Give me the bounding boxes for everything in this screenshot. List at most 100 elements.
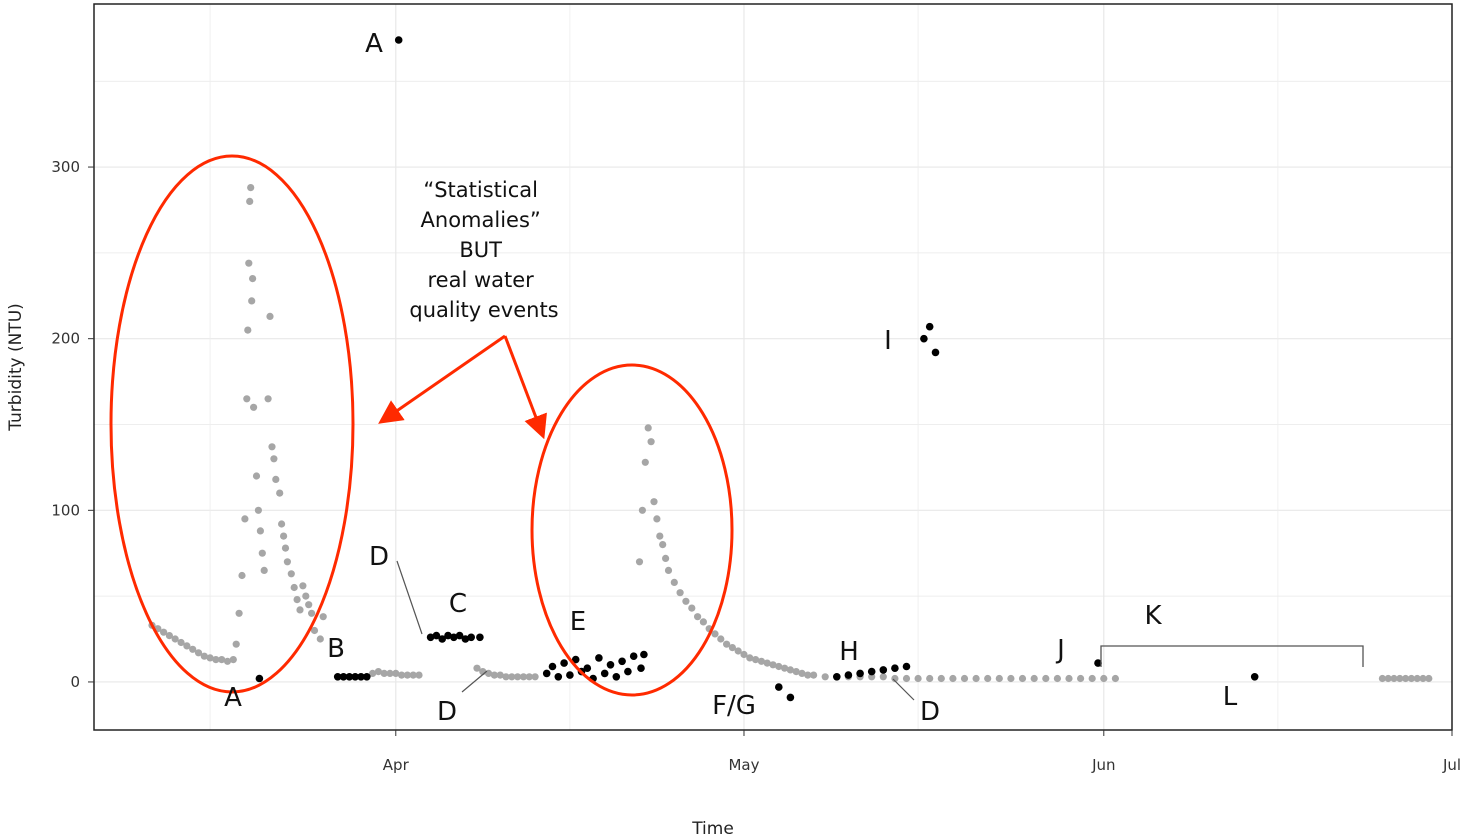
data-point-normal — [283, 558, 291, 566]
data-point-normal — [514, 673, 522, 681]
data-point-normal — [248, 297, 256, 305]
data-point-anomaly — [925, 322, 934, 331]
data-point-normal — [972, 674, 980, 683]
data-point-anomaly — [891, 664, 899, 672]
data-point-normal — [247, 184, 255, 192]
data-point-normal — [415, 671, 423, 679]
arrow-to-march-event — [378, 334, 506, 424]
data-point-anomaly — [444, 631, 452, 640]
data-point-anomaly — [920, 334, 928, 343]
data-point-normal — [676, 589, 684, 597]
data-point-normal — [746, 654, 754, 662]
data-point-normal — [403, 671, 411, 679]
x-tick-label: May — [728, 756, 759, 774]
data-point-normal — [276, 489, 284, 497]
x-tick-label: Apr — [383, 756, 410, 774]
data-point-normal — [218, 656, 226, 664]
data-point-anomaly — [542, 669, 551, 678]
data-point-normal — [659, 541, 667, 549]
label-d-bottom: D — [437, 697, 457, 727]
data-point-normal — [644, 424, 652, 432]
data-point-anomaly — [432, 631, 441, 640]
data-point-anomaly — [548, 662, 557, 671]
x-axis-ticks: Apr May Jun Jul — [383, 730, 1461, 774]
data-point-normal — [752, 656, 760, 664]
data-point-normal — [244, 326, 252, 334]
label-e: E — [570, 607, 586, 637]
data-point-anomaly — [902, 662, 911, 671]
data-point-normal — [245, 259, 253, 267]
data-point-normal — [1402, 674, 1410, 683]
data-point-anomaly — [345, 673, 354, 681]
data-point-normal — [305, 601, 313, 609]
data-point-normal — [519, 673, 528, 681]
data-point-normal — [1007, 674, 1015, 683]
data-point-normal — [868, 673, 876, 681]
data-point-normal — [1042, 674, 1050, 683]
grid-lines — [94, 4, 1453, 730]
data-point-normal — [302, 592, 310, 600]
data-point-normal — [1378, 674, 1386, 683]
label-a-bottom: A — [224, 683, 242, 713]
data-point-anomaly — [363, 673, 371, 681]
data-point-normal — [531, 673, 539, 681]
data-point-normal — [374, 668, 382, 676]
data-point-anomaly — [856, 669, 864, 678]
data-point-normal — [734, 647, 742, 655]
data-point-normal — [380, 669, 388, 678]
data-point-anomaly — [255, 674, 264, 683]
data-point-normal — [386, 669, 394, 678]
data-point-normal — [235, 609, 243, 617]
data-point-anomaly — [640, 650, 648, 659]
data-point-anomaly — [786, 693, 795, 702]
data-point-normal — [260, 566, 268, 575]
data-point-normal — [502, 673, 510, 681]
data-point-normal — [781, 664, 789, 672]
label-h: H — [839, 637, 859, 667]
label-c: C — [449, 589, 467, 619]
data-point-normal — [728, 644, 737, 652]
data-point-normal — [183, 642, 191, 650]
x-tick-label: Jun — [1091, 756, 1115, 774]
data-point-normal — [290, 583, 298, 592]
data-point-normal — [258, 549, 266, 557]
data-point-normal — [694, 613, 702, 621]
data-point-normal — [254, 506, 262, 514]
data-point-anomaly — [606, 661, 615, 669]
data-point-normal — [299, 582, 307, 590]
data-point-anomaly — [339, 673, 348, 681]
data-point-normal — [308, 609, 316, 617]
data-point-normal — [984, 674, 992, 683]
data-point-anomaly — [351, 673, 360, 681]
data-point-normal — [296, 606, 304, 614]
data-point-normal — [316, 635, 324, 643]
data-point-normal — [1065, 674, 1073, 683]
data-point-anomaly — [438, 635, 447, 643]
data-point-normal — [264, 395, 272, 403]
data-point-normal — [1077, 674, 1085, 683]
data-point-normal — [647, 438, 655, 446]
label-k: K — [1144, 601, 1162, 631]
data-point-normal — [278, 520, 286, 528]
data-point-anomaly — [571, 655, 580, 664]
x-axis-title: Time — [691, 819, 734, 839]
note-line-2: Anomalies” — [421, 208, 541, 232]
data-point-anomaly — [844, 671, 853, 679]
data-point-normal — [171, 635, 179, 643]
data-point-normal — [638, 506, 647, 514]
data-point-normal — [891, 674, 899, 683]
data-point-anomaly — [624, 667, 632, 676]
data-point-anomaly — [629, 652, 638, 660]
data-point-anomaly — [1250, 673, 1259, 681]
data-point-normal — [252, 472, 261, 480]
data-point-normal — [711, 630, 719, 638]
data-point-normal — [525, 673, 533, 681]
data-point-normal — [1384, 674, 1392, 683]
data-point-normal — [810, 671, 818, 679]
data-point-anomaly — [426, 633, 435, 642]
data-point-anomaly — [394, 36, 403, 44]
data-point-normal — [635, 558, 644, 566]
label-d-right: D — [920, 697, 940, 727]
data-point-anomaly — [455, 631, 464, 640]
label-d-top: D — [369, 542, 389, 572]
